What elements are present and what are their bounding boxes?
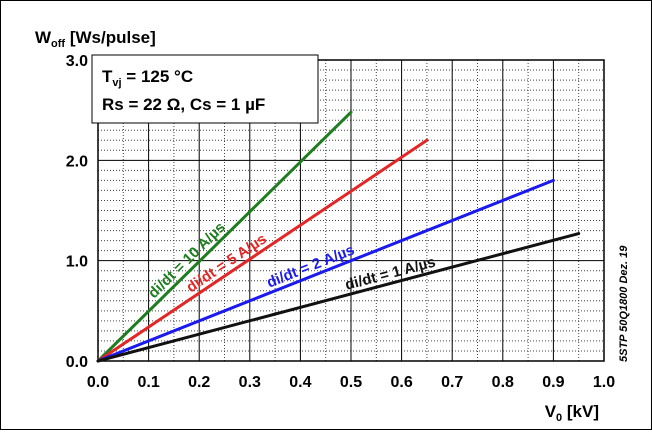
conditions-line-1: Tvj = 125 °C xyxy=(102,67,193,89)
series-line xyxy=(96,178,555,363)
plot-area-border xyxy=(97,59,605,362)
y-axis-title: Woff [Ws/pulse] xyxy=(35,28,156,50)
side-note: 5STP 50Q1800 Dez. 19 xyxy=(618,245,630,362)
conditions-box: Tvj = 125 °C Rs = 22 Ω, Cs = 1 µF xyxy=(91,54,319,124)
x-tick-label: 0.8 xyxy=(492,374,514,391)
y-tick-label: 0.0 xyxy=(66,354,88,371)
x-tick-label: 0.0 xyxy=(87,374,109,391)
x-tick-label: 0.4 xyxy=(289,374,311,391)
x-tick-label: 0.6 xyxy=(390,374,412,391)
series-label: di/dt = 2 A/µs xyxy=(264,241,356,291)
x-tick-label: 0.9 xyxy=(542,374,564,391)
x-tick-label: 0.5 xyxy=(340,374,362,391)
series-line xyxy=(96,110,353,363)
conditions-line-2: Rs = 22 Ω, Cs = 1 µF xyxy=(102,95,265,114)
x-tick-label: 0.1 xyxy=(137,374,159,391)
x-tick-label: 0.2 xyxy=(188,374,210,391)
y-tick-labels: 0.0 1.0 2.0 3.0 xyxy=(66,53,88,371)
y-tick-label: 2.0 xyxy=(66,153,88,170)
x-tick-labels: 0.0 0.1 0.2 0.3 0.4 0.5 0.6 0.7 0.8 0.9 1.0 xyxy=(87,374,615,391)
y-tick-label: 1.0 xyxy=(66,254,88,271)
series-lines xyxy=(96,110,581,363)
x-axis-title: V0 [kV] xyxy=(545,402,599,424)
series-line xyxy=(96,232,581,363)
series-line xyxy=(96,138,429,363)
x-tick-label: 0.3 xyxy=(239,374,261,391)
x-tick-label: 0.7 xyxy=(441,374,463,391)
y-tick-label: 3.0 xyxy=(66,53,88,70)
x-tick-label: 1.0 xyxy=(593,374,615,391)
